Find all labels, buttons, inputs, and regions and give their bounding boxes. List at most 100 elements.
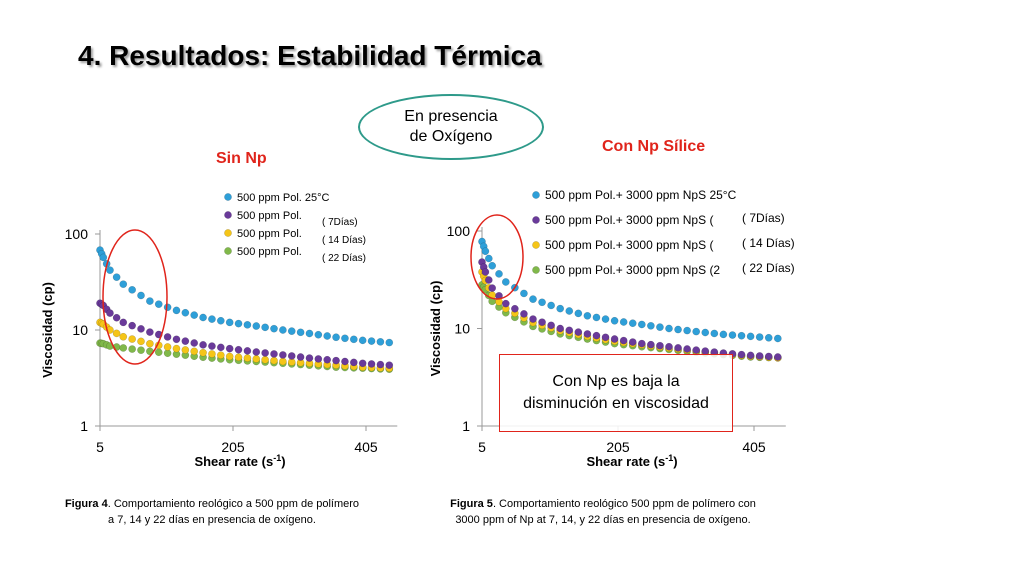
y-tick-label: 10 — [72, 322, 88, 338]
legend-marker — [224, 229, 232, 237]
data-point — [773, 334, 782, 343]
data-point — [296, 353, 305, 361]
data-point — [154, 300, 163, 309]
y-tick-label: 100 — [447, 223, 471, 239]
data-point — [261, 349, 269, 357]
data-point — [243, 347, 252, 355]
legend-marker — [532, 241, 540, 249]
data-point — [216, 351, 225, 360]
data-point — [216, 343, 225, 352]
legend-label: 500 ppm Pol. — [237, 210, 302, 222]
legend-tag: ( 22 Días) — [322, 253, 366, 264]
legend-marker — [224, 247, 232, 255]
data-point — [137, 346, 145, 355]
legend-label: 500 ppm Pol. — [237, 228, 302, 240]
caption-figure-4-text: . Comportamiento reológico a 500 ppm de … — [107, 498, 360, 526]
data-point — [511, 304, 519, 313]
data-point — [305, 329, 314, 338]
data-point — [199, 348, 207, 357]
data-point — [692, 346, 701, 354]
data-point — [565, 326, 574, 335]
data-point — [755, 352, 764, 360]
data-point — [234, 353, 243, 362]
highlight-ellipse — [470, 214, 524, 300]
data-point — [146, 297, 154, 305]
data-point — [270, 356, 278, 365]
data-point — [358, 336, 367, 345]
data-point — [565, 307, 574, 315]
x-axis-label: Shear rate (s-1) — [586, 453, 677, 469]
data-point — [119, 332, 128, 341]
data-point — [656, 341, 664, 350]
caption-figure-5: Figura 5. Comportamiento reológico 500 p… — [448, 496, 758, 528]
data-point — [592, 331, 601, 340]
data-point — [252, 348, 261, 356]
data-point — [692, 327, 701, 336]
data-point — [279, 326, 287, 334]
y-tick-label: 10 — [454, 321, 470, 337]
legend-marker — [532, 216, 540, 224]
data-point — [234, 345, 243, 354]
data-point — [385, 361, 394, 370]
data-point — [112, 273, 121, 282]
data-point — [172, 344, 181, 353]
data-point — [574, 309, 583, 318]
data-point — [163, 343, 172, 351]
data-point — [385, 338, 394, 347]
data-point — [481, 247, 490, 256]
data-point — [376, 360, 385, 369]
data-point — [520, 289, 528, 298]
caption-figure-5-label: Figura 5 — [450, 498, 493, 510]
data-point — [610, 316, 619, 325]
data-point — [574, 328, 583, 336]
data-point — [484, 254, 493, 263]
data-point — [367, 337, 376, 345]
data-point — [287, 327, 296, 336]
legend-tag: ( 22 Días) — [742, 261, 795, 275]
data-point — [764, 333, 773, 342]
legend-tag: ( 7Días) — [322, 217, 358, 228]
x-axis-label: Shear rate (s-1) — [194, 453, 285, 469]
legend-tag: ( 14 Días) — [742, 236, 795, 250]
data-point — [163, 303, 172, 312]
data-point — [737, 331, 746, 340]
data-point — [252, 322, 261, 330]
data-point — [773, 353, 782, 361]
data-point — [137, 291, 145, 300]
data-point — [674, 344, 682, 352]
data-point — [683, 345, 691, 353]
y-tick-label: 1 — [462, 418, 470, 434]
legend-tag: ( 7Días) — [742, 211, 785, 225]
data-point — [332, 333, 340, 342]
legend-marker — [532, 191, 540, 199]
caption-figure-5-text: . Comportamiento reológico 500 ppm de po… — [455, 498, 756, 526]
legend-label: 500 ppm Pol.+ 3000 ppm NpS 25°C — [545, 188, 737, 202]
data-point — [764, 352, 773, 361]
legend-label: 500 ppm Pol. 25°C — [237, 192, 330, 204]
data-point — [495, 270, 503, 278]
caption-figure-4-label: Figura 4 — [64, 498, 108, 510]
legend-marker — [224, 211, 232, 219]
data-point — [190, 339, 199, 347]
data-point — [261, 323, 269, 332]
data-point — [270, 324, 278, 333]
data-point — [538, 318, 546, 327]
legend-marker — [532, 266, 540, 274]
data-point — [146, 328, 154, 336]
data-point — [208, 350, 216, 358]
left-section-label: Sin Np — [216, 150, 267, 167]
data-point — [637, 339, 646, 348]
data-point — [341, 334, 349, 343]
data-point — [728, 331, 737, 339]
data-point — [279, 351, 287, 359]
data-point — [556, 324, 565, 333]
data-point — [243, 354, 252, 362]
data-point — [647, 321, 655, 330]
x-tick-label: 205 — [221, 439, 245, 455]
data-point — [719, 330, 728, 339]
data-point — [349, 358, 358, 367]
data-point — [547, 321, 555, 330]
data-point — [314, 355, 323, 363]
oxygen-label-line1: En presencia — [404, 108, 498, 125]
data-point — [163, 333, 172, 341]
